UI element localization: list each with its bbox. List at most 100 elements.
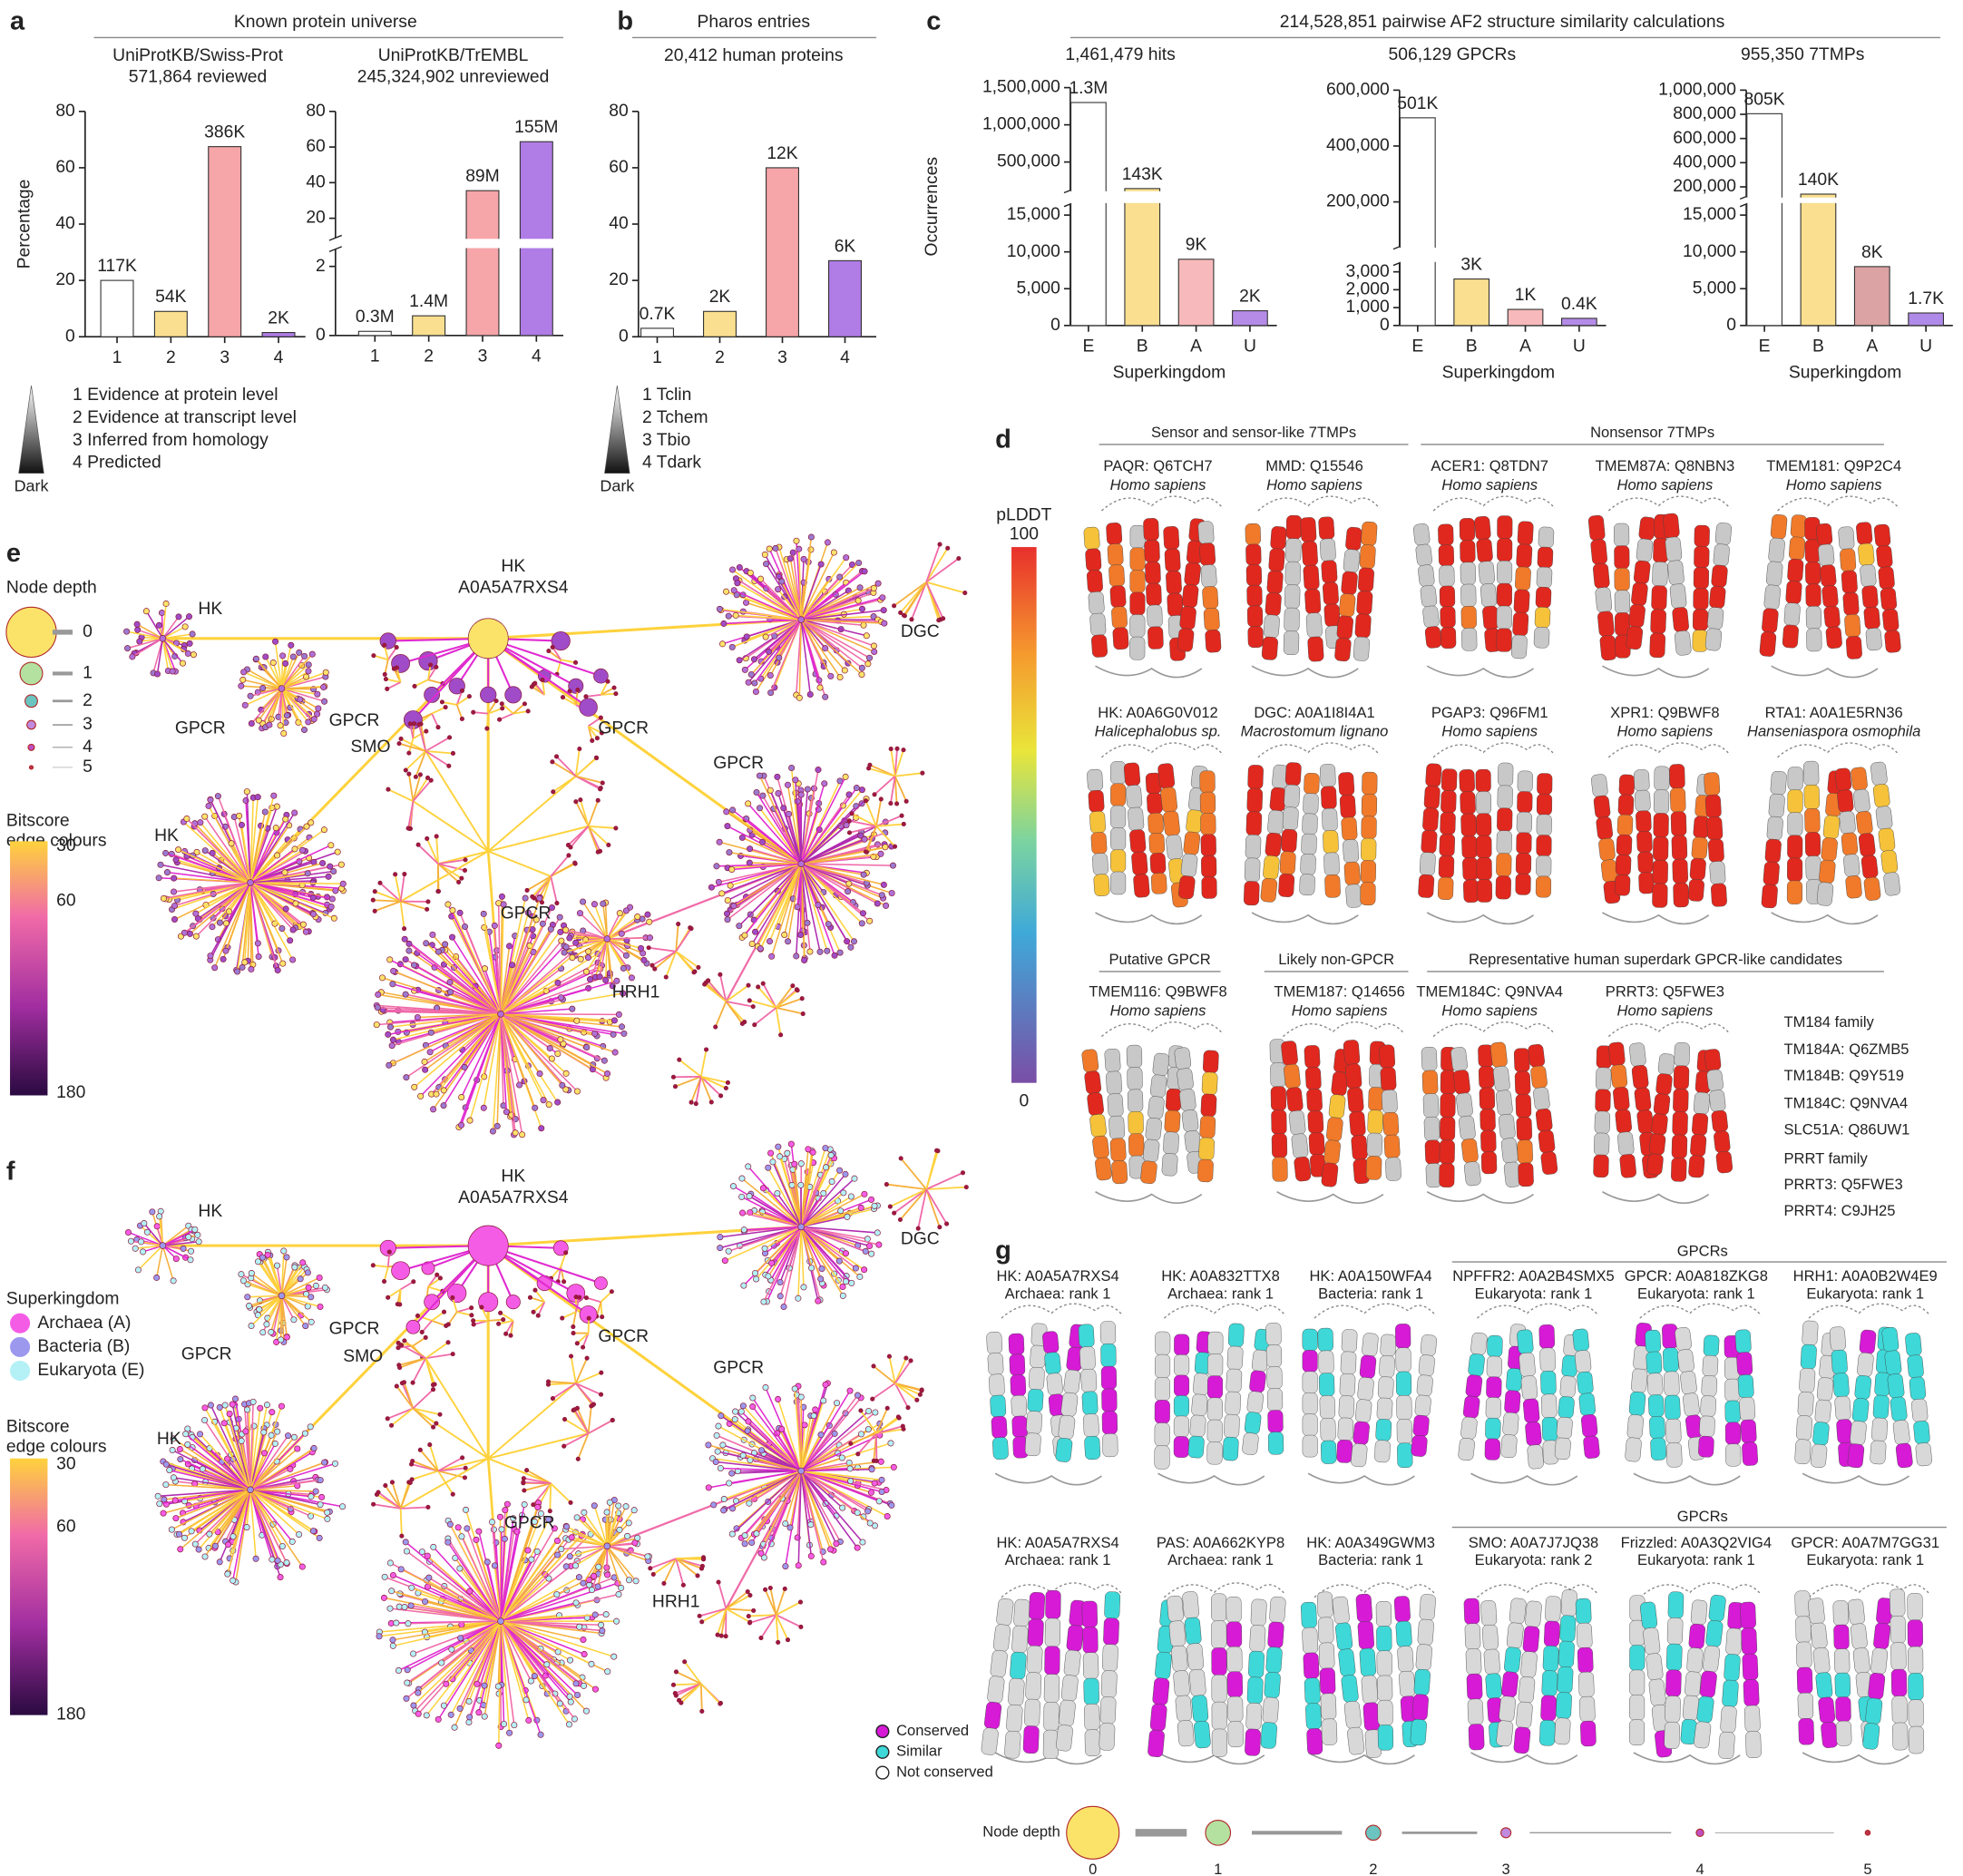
network-node — [447, 735, 453, 740]
panel-letter: a — [10, 6, 25, 35]
network-node — [411, 1279, 416, 1285]
network-node — [188, 1247, 195, 1255]
network-node — [247, 1486, 254, 1493]
helix-segment — [1301, 1601, 1317, 1629]
helix-segment — [1440, 1116, 1456, 1141]
helix-segment — [1629, 1042, 1646, 1067]
helix-segment — [1200, 813, 1216, 835]
network-node — [877, 850, 884, 857]
helix-segment — [1083, 1677, 1099, 1705]
network-edge — [727, 863, 802, 902]
network-node — [868, 1466, 875, 1473]
network-node — [525, 708, 531, 714]
helix — [1704, 1049, 1733, 1174]
helix-segment — [1686, 1647, 1704, 1674]
y-tick-label: 20 — [55, 270, 74, 289]
network-edge — [800, 619, 875, 653]
network-edge — [925, 1172, 963, 1190]
helix-segment — [1498, 1113, 1516, 1140]
depth-label: 4 — [1695, 1861, 1704, 1876]
loop — [1802, 1472, 1909, 1486]
network-edge — [161, 603, 167, 639]
network-edge — [163, 882, 251, 900]
network-edge — [729, 863, 802, 886]
helix-segment — [1665, 1695, 1681, 1724]
helix-segment — [1653, 1093, 1671, 1116]
network-edge — [776, 997, 803, 1009]
helix-segment — [1497, 561, 1513, 585]
helix-segment — [1840, 548, 1857, 572]
network-node — [874, 900, 881, 907]
network-node — [241, 701, 249, 708]
helix-segment — [1148, 626, 1164, 650]
helix — [1759, 513, 1788, 657]
network-node — [129, 653, 136, 660]
network-node — [598, 1392, 604, 1397]
network-node — [842, 1170, 849, 1177]
helix-segment — [1596, 816, 1613, 840]
helix — [1513, 1600, 1542, 1754]
network-node — [397, 1364, 403, 1371]
network-edge — [437, 850, 489, 865]
network-edge — [417, 1314, 433, 1322]
network-node — [784, 1149, 791, 1157]
helix-segment — [1284, 784, 1301, 808]
helix-segment — [1460, 562, 1476, 585]
helix-segment — [1536, 793, 1553, 816]
helix-segment — [1614, 545, 1630, 570]
helix-segment — [1646, 1351, 1663, 1374]
network-edge — [178, 848, 251, 884]
network-node — [153, 1223, 161, 1230]
network-edge — [562, 696, 577, 706]
helix — [1320, 764, 1341, 898]
network-node — [566, 853, 571, 858]
network-edge — [451, 936, 502, 1015]
helix-segment — [1860, 564, 1877, 588]
network-node — [201, 1404, 209, 1412]
network-edge — [500, 1013, 551, 1050]
network-edge — [492, 1013, 502, 1132]
bar-break — [1123, 191, 1161, 203]
network-edge — [464, 1013, 502, 1068]
network-node — [606, 842, 611, 848]
bar — [412, 315, 446, 337]
helix-segment — [1821, 837, 1838, 862]
network-node — [860, 621, 867, 629]
helix-segment — [1459, 769, 1475, 793]
loop — [1314, 1582, 1437, 1598]
helix-segment — [1318, 1350, 1334, 1374]
helix — [1510, 521, 1534, 660]
network-node — [540, 1097, 547, 1104]
network-edge — [280, 1295, 295, 1321]
network-node — [676, 921, 681, 927]
structure-species: Macrostomum lignano — [1241, 723, 1389, 740]
helix-segment — [1321, 1718, 1338, 1745]
network-node — [767, 787, 774, 794]
network-node — [168, 1526, 175, 1533]
network-node — [536, 894, 543, 902]
helix-segment — [1489, 1041, 1508, 1068]
helix-segment — [1421, 1047, 1438, 1071]
network-node — [337, 861, 345, 868]
helix-segment — [1715, 1150, 1733, 1174]
network-edge — [281, 670, 309, 689]
network-node — [214, 793, 221, 800]
network-node — [580, 898, 587, 905]
network-node — [315, 705, 322, 712]
structure-species: Hanseniaspora osmophila — [1747, 723, 1920, 740]
helix-segment — [1745, 1731, 1762, 1759]
network-node — [522, 1488, 527, 1493]
bar-label: 1.4M — [409, 292, 448, 311]
network-edge — [800, 864, 808, 923]
network-node — [836, 573, 844, 581]
y-tick-label: 500,000 — [997, 152, 1060, 171]
network-edge — [500, 1013, 562, 1041]
network-edge — [280, 688, 315, 720]
network-node — [389, 1480, 395, 1485]
y-tick-label: 3,000 — [1345, 262, 1389, 281]
network-edge — [396, 667, 402, 683]
network-node — [259, 1254, 266, 1261]
helix-segment — [1197, 1158, 1214, 1183]
network-node — [274, 852, 281, 859]
helix-segment — [1419, 1594, 1436, 1621]
